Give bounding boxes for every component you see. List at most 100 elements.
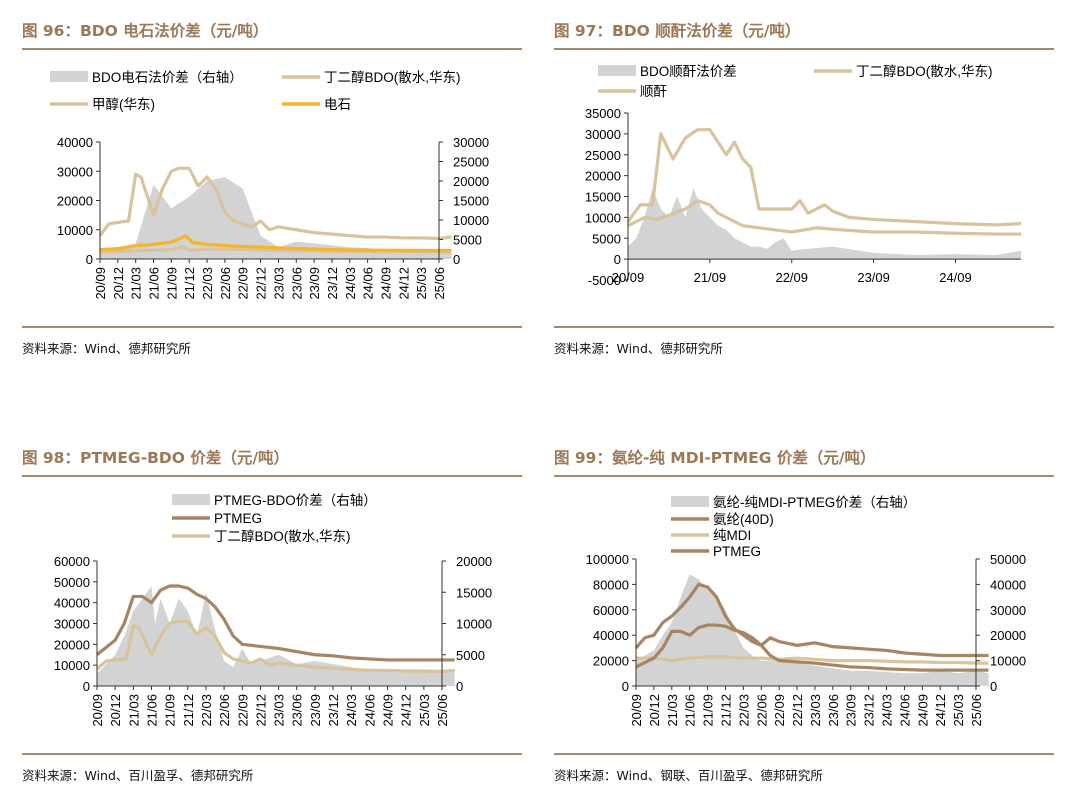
c99-ytick-label-left-2: 40000 <box>593 628 629 643</box>
c98-legend-label-2: 丁二醇BDO(散水,华东) <box>214 528 351 544</box>
c98-ytick-label-right-1: 5000 <box>456 648 485 663</box>
c96-ytick-label-right-0: 0 <box>453 252 460 267</box>
c96-xtick-label-5: 21/12 <box>182 267 197 300</box>
c96-legend-label-0: BDO电石法价差（右轴） <box>92 70 243 85</box>
c98-xtick-label-5: 21/12 <box>181 694 196 727</box>
c96-xtick-label-6: 22/03 <box>200 267 215 300</box>
c96-ytick-label-left-3: 30000 <box>57 164 93 179</box>
c96-xtick-label-15: 24/06 <box>361 267 376 300</box>
c99-legend-swatch-0 <box>671 496 709 507</box>
c96-xtick-label-2: 21/03 <box>129 267 144 300</box>
c97-ytick-label-left-3: 10000 <box>585 210 621 225</box>
c96-ytick-label-left-0: 0 <box>86 252 93 267</box>
c98-xtick-label-11: 23/06 <box>290 694 305 727</box>
c96-xtick-label-1: 20/12 <box>111 267 126 300</box>
c99-ytick-label-right-4: 40000 <box>990 577 1026 592</box>
c96-line-1 <box>98 166 452 241</box>
chart-99-panel: 图 99：氨纶-纯 MDI-PTMEG 价差（元/吨） 0 20000 40000 6… <box>554 445 1054 805</box>
c98-ytick-label-right-4: 20000 <box>456 554 492 569</box>
chart-97-svg: -5000 0 5000 10000 15000 20000 25000 30000 35000… <box>585 63 1022 288</box>
c96-xtick-label-3: 21/06 <box>147 267 162 300</box>
c97-legend-label-0: BDO顺酐法价差 <box>640 64 737 79</box>
c96-legend-label-2: 甲醇(华东) <box>92 96 155 112</box>
c99-xtick-label-11: 23/06 <box>826 694 841 727</box>
c99-xtick-label-1: 20/12 <box>647 694 662 727</box>
c97-ytick-label-left-2: 5000 <box>592 231 621 246</box>
c98-legend-label-1: PTMEG <box>214 511 262 526</box>
c99-ytick-label-left-3: 60000 <box>593 603 629 618</box>
c99-xtick-label-12: 23/09 <box>844 694 859 727</box>
chart-96-bottom-rule <box>22 326 522 328</box>
c99-xtick-label-8: 22/09 <box>772 694 787 727</box>
c98-legend-swatch-0 <box>172 494 210 505</box>
c97-legend-label-2: 顺酐 <box>640 84 667 99</box>
c98-xtick-label-1: 20/12 <box>108 694 123 727</box>
c96-legend-label-1: 丁二醇BDO(散水,华东) <box>324 69 461 85</box>
c99-xtick-label-14: 24/03 <box>880 694 895 727</box>
c98-ytick-label-left-5: 50000 <box>54 575 90 590</box>
chart-96-title: 图 96：BDO 电石法价差（元/吨） <box>22 22 269 40</box>
c97-legend-swatch-0 <box>598 65 636 76</box>
c98-ytick-label-left-0: 0 <box>83 679 90 694</box>
c98-xtick-label-4: 21/09 <box>163 694 178 727</box>
chart-97-top-rule <box>554 48 1054 50</box>
c99-xtick-label-7: 22/06 <box>754 694 769 727</box>
c96-ytick-label-right-6: 30000 <box>453 135 489 150</box>
chart-98-title: 图 98：PTMEG-BDO 价差（元/吨） <box>22 449 289 467</box>
chart-99-top-rule <box>554 475 1054 477</box>
c96-legend-label-3: 电石 <box>324 97 351 112</box>
c97-area-0 <box>628 188 1021 260</box>
c99-xtick-label-9: 22/12 <box>790 694 805 727</box>
chart-98-bottom-rule <box>22 753 522 755</box>
c97-line-2 <box>627 199 1021 236</box>
c99-xtick-label-3: 21/06 <box>683 694 698 727</box>
c96-xtick-label-4: 21/09 <box>164 267 179 300</box>
chart-97-title: 图 97：BDO 顺酐法价差（元/吨） <box>554 22 801 40</box>
c99-line-3 <box>635 623 989 672</box>
c97-xtick-label-2: 22/09 <box>775 270 808 285</box>
c96-xtick-label-13: 23/12 <box>325 267 340 300</box>
chart-98-panel: 图 98：PTMEG-BDO 价差（元/吨） 0 10000 20000 30000 4… <box>22 445 522 805</box>
c99-ytick-label-right-2: 20000 <box>990 628 1026 643</box>
c99-ytick-label-left-0: 0 <box>622 679 629 694</box>
c96-ytick-label-right-1: 5000 <box>453 233 482 248</box>
c99-xtick-label-18: 25/03 <box>951 694 966 727</box>
c98-xtick-label-0: 20/09 <box>90 694 105 727</box>
chart-97-panel: 图 97：BDO 顺酐法价差（元/吨） -5000 0 5000 10000 15000… <box>554 18 1054 378</box>
c96-xtick-label-0: 20/09 <box>93 267 108 300</box>
c98-ytick-label-left-1: 10000 <box>54 658 90 673</box>
c98-xtick-label-7: 22/06 <box>217 694 232 727</box>
c99-xtick-label-19: 25/06 <box>969 694 984 727</box>
c97-line-1 <box>626 128 1022 227</box>
c98-xtick-label-19: 25/06 <box>435 694 450 727</box>
c96-xtick-label-8: 22/09 <box>236 267 251 300</box>
c96-xtick-label-7: 22/06 <box>218 267 233 300</box>
c99-xtick-label-17: 24/12 <box>933 694 948 727</box>
c99-ytick-label-left-1: 20000 <box>593 654 629 669</box>
chart-97-bottom-rule <box>554 326 1054 328</box>
c96-ytick-label-right-4: 20000 <box>453 174 489 189</box>
c96-xtick-label-17: 24/12 <box>396 267 411 300</box>
c98-xtick-label-18: 25/03 <box>417 694 432 727</box>
chart-96-panel: 图 96：BDO 电石法价差（元/吨） 0 10000 20000 30000 4000… <box>22 18 522 378</box>
c98-xtick-label-14: 24/03 <box>344 694 359 727</box>
chart-99-svg: 0 20000 40000 60000 80000 100000 0 10000 20000 30… <box>586 495 1027 727</box>
c99-ytick-label-right-5: 50000 <box>990 552 1026 567</box>
c98-xtick-label-16: 24/09 <box>381 694 396 727</box>
c98-legend-label-0: PTMEG-BDO价差（右轴） <box>214 493 377 508</box>
c98-xtick-label-6: 22/03 <box>199 694 214 727</box>
c99-line-2 <box>636 655 989 665</box>
c98-ytick-label-right-2: 10000 <box>456 617 492 632</box>
c99-xtick-label-10: 23/03 <box>808 694 823 727</box>
c98-ytick-label-right-3: 15000 <box>456 585 492 600</box>
c98-ytick-label-left-2: 20000 <box>54 637 90 652</box>
chart-98-top-rule <box>22 475 522 477</box>
c98-ytick-label-left-6: 60000 <box>54 554 90 569</box>
c99-ytick-label-left-4: 80000 <box>593 577 629 592</box>
c98-xtick-label-10: 23/03 <box>272 694 287 727</box>
c99-xtick-label-4: 21/09 <box>701 694 716 727</box>
c98-line-1 <box>95 584 455 662</box>
c97-ytick-label-left-7: 30000 <box>585 127 621 142</box>
chart-96-source: 资料来源：Wind、德邦研究所 <box>22 341 191 356</box>
chart-96-svg: 0 10000 20000 30000 40000 0 5000 10000 15000 2000… <box>50 69 489 300</box>
